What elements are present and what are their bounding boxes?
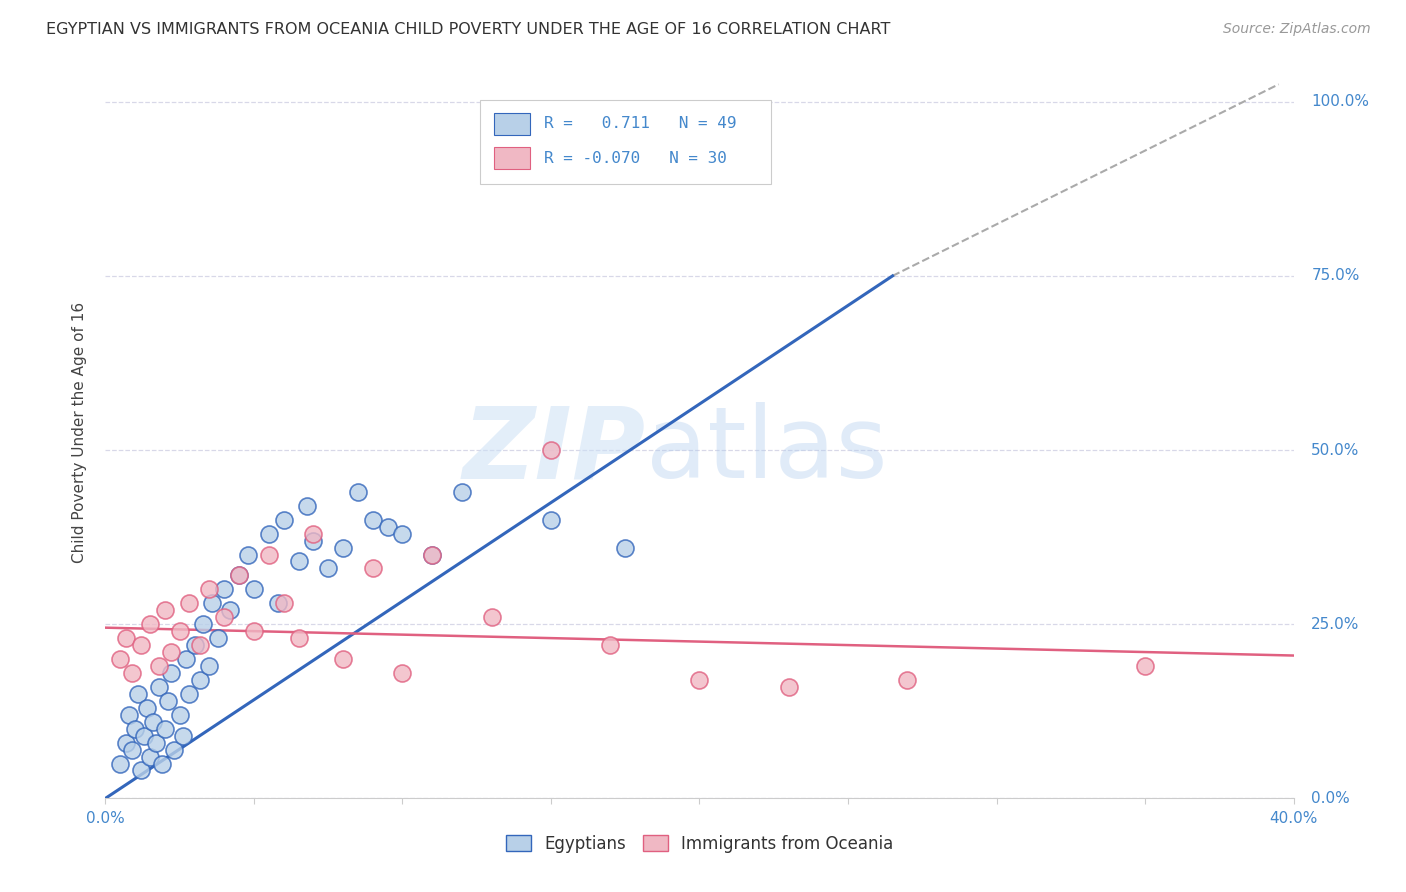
Point	[163, 742, 186, 756]
Text: R = -0.070   N = 30: R = -0.070 N = 30	[544, 151, 727, 166]
Point	[257, 548, 280, 562]
Point	[201, 596, 224, 610]
Point	[115, 736, 138, 750]
Text: 75.0%: 75.0%	[1312, 268, 1360, 284]
Text: 100.0%: 100.0%	[1312, 95, 1369, 109]
FancyBboxPatch shape	[479, 100, 770, 184]
Point	[132, 729, 155, 743]
Point	[347, 484, 370, 499]
Point	[169, 624, 191, 639]
Point	[174, 652, 197, 666]
Point	[297, 499, 319, 513]
Point	[1133, 659, 1156, 673]
Point	[236, 548, 259, 562]
Point	[118, 707, 141, 722]
Point	[153, 722, 176, 736]
Point	[391, 665, 413, 680]
Point	[172, 729, 194, 743]
Point	[332, 541, 354, 555]
Point	[124, 722, 146, 736]
Y-axis label: Child Poverty Under the Age of 16: Child Poverty Under the Age of 16	[72, 302, 87, 563]
Text: EGYPTIAN VS IMMIGRANTS FROM OCEANIA CHILD POVERTY UNDER THE AGE OF 16 CORRELATIO: EGYPTIAN VS IMMIGRANTS FROM OCEANIA CHIL…	[46, 22, 891, 37]
Point	[193, 617, 215, 632]
Point	[142, 714, 165, 729]
Point	[896, 673, 918, 687]
Point	[540, 513, 562, 527]
Point	[243, 582, 266, 597]
Point	[190, 638, 212, 652]
Point	[121, 742, 143, 756]
Point	[778, 680, 800, 694]
Text: R =   0.711   N = 49: R = 0.711 N = 49	[544, 117, 737, 131]
Point	[450, 484, 472, 499]
Point	[377, 519, 399, 533]
Point	[183, 638, 205, 652]
Point	[689, 673, 711, 687]
Text: Source: ZipAtlas.com: Source: ZipAtlas.com	[1223, 22, 1371, 37]
Point	[599, 638, 621, 652]
Point	[159, 645, 181, 659]
Point	[273, 596, 295, 610]
Point	[148, 680, 170, 694]
Point	[177, 687, 200, 701]
Point	[228, 568, 250, 582]
Point	[302, 533, 325, 548]
Point	[198, 582, 221, 597]
Point	[273, 513, 295, 527]
Point	[198, 659, 221, 673]
Point	[219, 603, 242, 617]
Point	[115, 631, 138, 645]
Point	[391, 526, 413, 541]
Point	[148, 659, 170, 673]
Legend: Egyptians, Immigrants from Oceania: Egyptians, Immigrants from Oceania	[499, 828, 900, 860]
Point	[214, 610, 236, 624]
Point	[150, 756, 173, 771]
Point	[540, 443, 562, 458]
Point	[302, 526, 325, 541]
Point	[139, 749, 162, 764]
Point	[156, 694, 179, 708]
Point	[139, 617, 162, 632]
Point	[129, 638, 152, 652]
Point	[121, 665, 143, 680]
Point	[110, 652, 132, 666]
Point	[190, 673, 212, 687]
Point	[243, 624, 266, 639]
Point	[257, 526, 280, 541]
Text: ZIP: ZIP	[463, 402, 645, 500]
Point	[207, 631, 229, 645]
Point	[614, 541, 637, 555]
Point	[361, 561, 384, 575]
Point	[159, 665, 181, 680]
FancyBboxPatch shape	[494, 113, 530, 135]
Point	[169, 707, 191, 722]
Point	[420, 548, 443, 562]
Point	[136, 700, 159, 714]
Point	[316, 561, 339, 575]
Text: 0.0%: 0.0%	[1312, 791, 1350, 805]
Point	[332, 652, 354, 666]
Point	[110, 756, 132, 771]
Text: 50.0%: 50.0%	[1312, 442, 1360, 458]
Point	[127, 687, 149, 701]
Point	[228, 568, 250, 582]
Point	[420, 548, 443, 562]
Point	[287, 631, 309, 645]
Point	[481, 610, 503, 624]
Text: 25.0%: 25.0%	[1312, 616, 1360, 632]
Point	[177, 596, 200, 610]
Point	[145, 736, 167, 750]
Text: atlas: atlas	[645, 402, 887, 500]
Point	[267, 596, 290, 610]
Point	[287, 554, 309, 568]
Point	[129, 764, 152, 778]
FancyBboxPatch shape	[494, 147, 530, 169]
Point	[153, 603, 176, 617]
Point	[214, 582, 236, 597]
Point	[361, 513, 384, 527]
